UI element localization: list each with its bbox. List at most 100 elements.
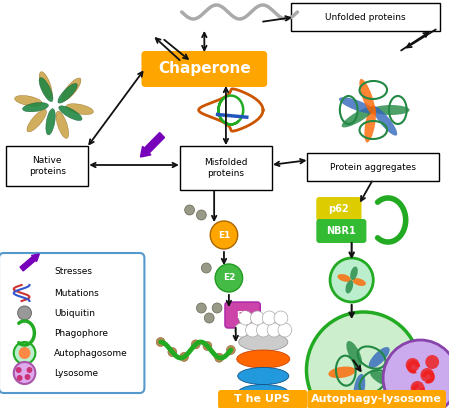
Circle shape [410, 381, 425, 395]
Circle shape [340, 328, 348, 337]
Circle shape [235, 323, 249, 337]
FancyBboxPatch shape [6, 146, 88, 186]
Ellipse shape [342, 106, 374, 127]
Ellipse shape [62, 78, 81, 101]
FancyArrow shape [20, 254, 39, 271]
Circle shape [19, 347, 31, 359]
Ellipse shape [27, 109, 47, 132]
Circle shape [16, 367, 21, 373]
Text: Protein aggregates: Protein aggregates [330, 162, 416, 171]
FancyBboxPatch shape [308, 390, 446, 408]
Text: E2: E2 [223, 273, 235, 282]
FancyBboxPatch shape [291, 3, 440, 31]
Text: Misfolded
proteins: Misfolded proteins [204, 158, 248, 178]
Text: Native
proteins: Native proteins [29, 156, 66, 176]
Ellipse shape [66, 104, 93, 115]
Circle shape [210, 221, 238, 249]
Circle shape [334, 322, 369, 358]
Ellipse shape [346, 341, 362, 366]
Ellipse shape [339, 97, 374, 113]
Circle shape [197, 303, 206, 313]
Circle shape [14, 362, 35, 384]
Circle shape [256, 323, 270, 337]
Circle shape [355, 328, 364, 337]
Ellipse shape [15, 95, 42, 106]
FancyBboxPatch shape [316, 197, 361, 221]
Ellipse shape [372, 105, 409, 115]
Text: NBR1: NBR1 [326, 226, 356, 236]
FancyArrow shape [140, 133, 165, 157]
Circle shape [25, 374, 31, 380]
Circle shape [307, 312, 420, 408]
Ellipse shape [350, 266, 358, 280]
Text: Autophagy-lysosome: Autophagy-lysosome [311, 395, 441, 404]
FancyBboxPatch shape [180, 146, 272, 190]
Circle shape [197, 210, 206, 220]
Text: Phagophore: Phagophore [54, 328, 108, 337]
Circle shape [351, 339, 360, 348]
Text: Mutations: Mutations [54, 288, 99, 297]
Text: T he UPS: T he UPS [234, 395, 290, 404]
Ellipse shape [239, 333, 288, 351]
Circle shape [226, 346, 235, 355]
Text: Autophagosome: Autophagosome [54, 348, 128, 357]
Circle shape [27, 367, 32, 373]
Circle shape [406, 358, 420, 372]
Ellipse shape [237, 350, 290, 368]
FancyBboxPatch shape [225, 302, 260, 328]
Text: E1: E1 [218, 231, 230, 239]
Ellipse shape [56, 111, 69, 138]
Ellipse shape [359, 79, 375, 115]
Ellipse shape [238, 368, 289, 384]
Circle shape [203, 341, 212, 350]
Circle shape [239, 311, 252, 325]
Circle shape [344, 344, 353, 353]
Circle shape [274, 311, 288, 325]
Circle shape [215, 353, 223, 362]
Ellipse shape [238, 384, 289, 401]
Ellipse shape [345, 280, 353, 293]
Ellipse shape [59, 106, 82, 121]
Ellipse shape [364, 105, 376, 142]
Circle shape [245, 323, 259, 337]
FancyBboxPatch shape [308, 153, 439, 181]
Text: Chaperone: Chaperone [158, 62, 251, 77]
Circle shape [191, 340, 200, 349]
Ellipse shape [352, 278, 366, 286]
Circle shape [278, 323, 292, 337]
Ellipse shape [39, 72, 52, 99]
Circle shape [18, 306, 32, 320]
Circle shape [204, 313, 214, 323]
Text: Unfolded proteins: Unfolded proteins [325, 13, 406, 22]
Ellipse shape [238, 401, 289, 408]
Ellipse shape [354, 374, 365, 401]
Text: p62: p62 [329, 204, 349, 214]
Circle shape [14, 342, 35, 364]
Circle shape [202, 263, 211, 273]
Text: E3: E3 [236, 310, 249, 319]
Circle shape [267, 323, 281, 337]
Ellipse shape [329, 366, 356, 378]
Ellipse shape [22, 102, 48, 112]
Circle shape [215, 264, 243, 292]
Circle shape [168, 348, 177, 357]
FancyBboxPatch shape [316, 219, 367, 243]
Ellipse shape [369, 347, 390, 368]
Circle shape [420, 368, 434, 382]
Ellipse shape [370, 370, 395, 387]
Text: Ubiquitin: Ubiquitin [54, 308, 95, 317]
FancyBboxPatch shape [142, 51, 267, 87]
Circle shape [262, 311, 276, 325]
Circle shape [330, 258, 373, 302]
Circle shape [156, 337, 165, 346]
Circle shape [250, 311, 264, 325]
FancyBboxPatch shape [218, 390, 308, 408]
Circle shape [383, 340, 457, 408]
Text: Stresses: Stresses [54, 268, 92, 277]
Circle shape [212, 303, 222, 313]
FancyBboxPatch shape [0, 253, 144, 393]
Ellipse shape [39, 78, 53, 102]
Circle shape [17, 375, 22, 381]
Ellipse shape [46, 109, 55, 135]
Circle shape [185, 205, 195, 215]
